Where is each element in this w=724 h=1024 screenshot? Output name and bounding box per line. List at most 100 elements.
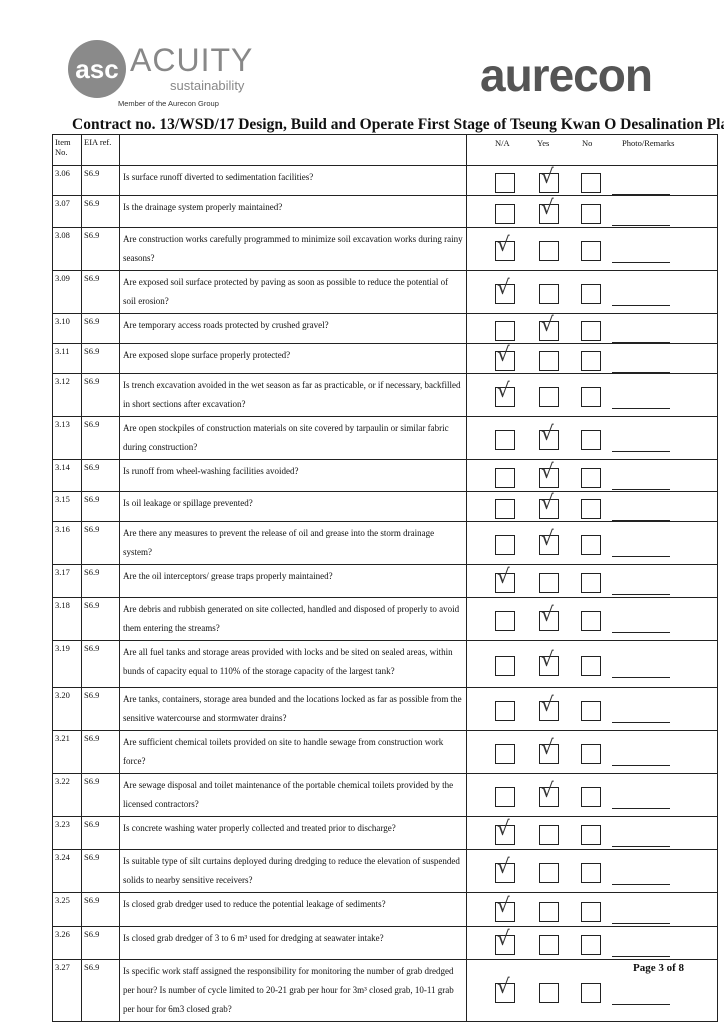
checkbox-yes[interactable] [539,935,559,955]
checkbox-no[interactable] [581,701,601,721]
checkbox-no[interactable] [581,172,601,193]
checkbox-na[interactable] [495,535,515,555]
item-number: 3.14 [52,459,82,492]
checkbox-no[interactable] [581,203,601,224]
checkbox-no[interactable] [581,982,601,1003]
remarks-line[interactable] [612,193,670,195]
checkbox-no[interactable] [581,284,601,304]
remarks-line[interactable] [612,722,670,723]
checkbox-yes[interactable]: √ [539,490,559,519]
eia-ref: S6.9 [81,459,120,492]
checkbox-yes[interactable] [539,825,559,845]
checkbox-yes[interactable]: √ [539,459,559,488]
checkbox-na[interactable]: √ [495,893,515,922]
remarks-line[interactable] [612,765,670,766]
remarks-line[interactable] [612,451,670,452]
checkbox-no[interactable] [581,935,601,955]
checkbox-no[interactable] [581,320,601,341]
checkbox-na[interactable]: √ [495,232,515,261]
checkbox-na[interactable] [495,203,515,224]
checkbox-yes[interactable]: √ [539,647,559,676]
checkbox-na[interactable] [495,498,515,519]
remarks-line[interactable] [612,632,670,633]
checkbox-no[interactable] [581,901,601,922]
checkbox-na[interactable]: √ [495,816,515,845]
table-row: 3.13 S6.9 Are open stockpiles of constru… [52,416,718,460]
remarks-line[interactable] [612,341,670,343]
checkbox-yes[interactable] [539,387,559,407]
checkbox-yes[interactable] [539,863,559,883]
checkbox-yes[interactable] [539,901,559,922]
checkbox-no[interactable] [581,863,601,883]
checkbox-no[interactable] [581,350,601,371]
checkbox-na[interactable] [495,744,515,764]
checkbox-no[interactable] [581,573,601,593]
header-na: N/A [495,138,510,148]
checkbox-na[interactable] [495,787,515,807]
remarks-line[interactable] [612,371,670,373]
remarks-line[interactable] [612,519,670,521]
remarks-line[interactable] [612,808,670,809]
checkbox-na[interactable]: √ [495,974,515,1003]
checkbox-no[interactable] [581,787,601,807]
header-eia: EIA ref. [81,134,120,166]
remarks-line[interactable] [612,305,670,306]
remarks-line[interactable] [612,556,670,557]
checkbox-yes[interactable]: √ [539,602,559,631]
checkbox-na[interactable] [495,656,515,676]
checkbox-yes[interactable] [539,284,559,304]
checkbox-no[interactable] [581,467,601,488]
checkbox-no[interactable] [581,241,601,261]
checkbox-na[interactable]: √ [495,275,515,304]
table-row: 3.18 S6.9 Are debris and rubbish generat… [52,597,718,641]
checkbox-na[interactable]: √ [495,926,515,955]
checkbox-no[interactable] [581,611,601,631]
eia-ref: S6.9 [81,313,120,344]
question-text: Are sufficient chemical toilets provided… [119,730,467,774]
checkbox-na[interactable] [495,611,515,631]
remarks-line[interactable] [612,488,670,490]
checkbox-yes[interactable]: √ [539,735,559,764]
remarks-line[interactable] [612,262,670,263]
checkbox-no[interactable] [581,387,601,407]
checkbox-yes[interactable]: √ [539,692,559,721]
answer-cell: √ [466,597,718,641]
checkbox-na[interactable] [495,467,515,488]
checkbox-yes[interactable]: √ [539,421,559,450]
checkbox-yes[interactable] [539,350,559,371]
checkbox-na[interactable]: √ [495,378,515,407]
checkbox-yes[interactable]: √ [539,312,559,341]
remarks-line[interactable] [612,224,670,226]
checkbox-yes[interactable] [539,241,559,261]
remarks-line[interactable] [612,846,670,847]
checkbox-na[interactable] [495,320,515,341]
checkbox-no[interactable] [581,825,601,845]
remarks-line[interactable] [612,1003,670,1005]
remarks-line[interactable] [612,594,670,595]
checkbox-no[interactable] [581,498,601,519]
remarks-line[interactable] [612,408,670,409]
checkmark-icon: √ [541,163,554,188]
checkbox-na[interactable]: √ [495,342,515,371]
checkbox-yes[interactable] [539,573,559,593]
checkbox-yes[interactable]: √ [539,778,559,807]
checkbox-yes[interactable]: √ [539,526,559,555]
checkbox-na[interactable]: √ [495,854,515,883]
remarks-line[interactable] [612,884,670,885]
checkbox-no[interactable] [581,430,601,450]
checkbox-no[interactable] [581,744,601,764]
checkbox-no[interactable] [581,656,601,676]
checkbox-na[interactable] [495,172,515,193]
checkbox-na[interactable] [495,701,515,721]
eia-ref: S6.9 [81,521,120,565]
remarks-line[interactable] [612,922,670,924]
checkbox-yes[interactable]: √ [539,195,559,224]
checkmark-icon: √ [541,194,554,219]
remarks-line[interactable] [612,956,670,957]
checkbox-yes[interactable] [539,982,559,1003]
checkbox-yes[interactable]: √ [539,164,559,193]
remarks-line[interactable] [612,677,670,678]
checkbox-no[interactable] [581,535,601,555]
checkbox-na[interactable]: √ [495,564,515,593]
checkbox-na[interactable] [495,430,515,450]
